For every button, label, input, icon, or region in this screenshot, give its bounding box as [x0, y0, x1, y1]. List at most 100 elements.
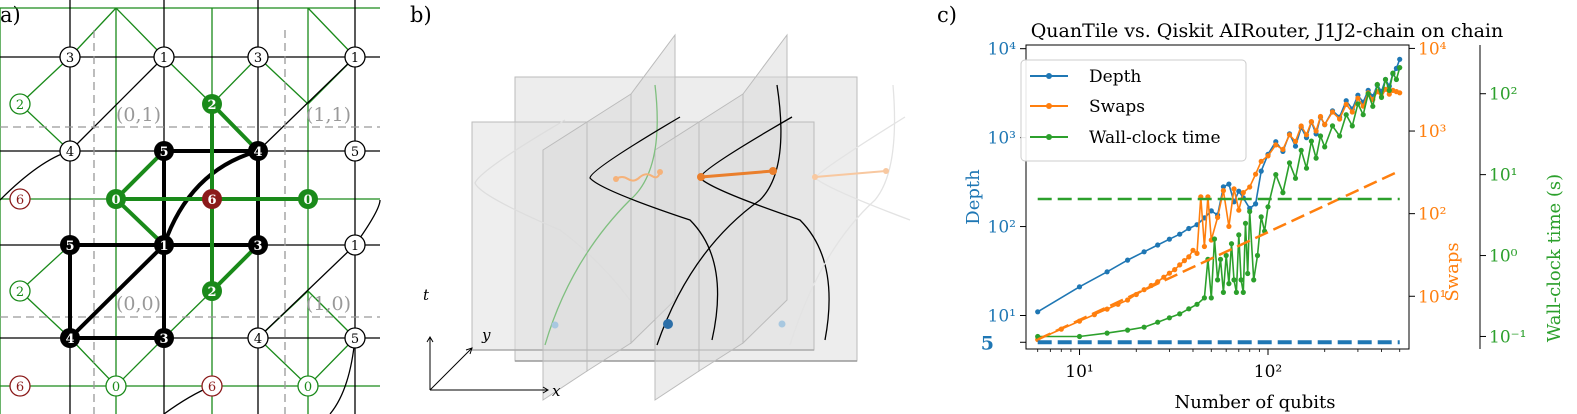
data-point: [1236, 207, 1242, 213]
data-point: [1220, 184, 1226, 190]
svg-text:0: 0: [112, 380, 120, 395]
svg-text:6: 6: [207, 193, 216, 208]
data-point: [1370, 103, 1376, 109]
data-point: [1397, 56, 1403, 62]
data-point: [1231, 277, 1237, 283]
axis-y-label: y: [481, 326, 491, 344]
data-point: [1201, 243, 1207, 250]
svg-text:2: 2: [207, 98, 216, 113]
data-point: [1365, 91, 1371, 97]
data-point: [1286, 160, 1293, 166]
node-white: 5: [344, 140, 366, 162]
data-point: [1253, 201, 1259, 207]
data-point: [1390, 70, 1396, 76]
data-point: [1186, 225, 1192, 232]
node-white: 1: [344, 46, 366, 68]
data-point: [1317, 133, 1324, 139]
svg-text:1: 1: [159, 239, 168, 254]
data-point: [1215, 277, 1221, 283]
data-point: [1313, 155, 1319, 161]
svg-text:6: 6: [16, 380, 24, 395]
data-point: [1076, 333, 1083, 340]
panel-b-label: b): [410, 3, 432, 27]
swaps-tick-label: 10⁴: [1418, 39, 1447, 59]
data-point: [1217, 256, 1224, 262]
data-point: [1292, 175, 1299, 181]
data-point: [1233, 289, 1239, 295]
node-red-hollow: 6: [201, 375, 223, 397]
data-point: [1292, 138, 1299, 144]
data-point: [1253, 171, 1259, 177]
data-point: [1035, 309, 1041, 315]
data-point: [1397, 65, 1403, 71]
svg-text:1: 1: [160, 51, 168, 66]
data-point: [1236, 188, 1242, 194]
data-point: [1155, 242, 1161, 248]
node-black: 4: [60, 328, 80, 348]
node-black: 5: [60, 235, 80, 255]
node-green: 0: [106, 189, 126, 209]
data-point: [1337, 116, 1343, 122]
svg-text:6: 6: [16, 193, 24, 208]
node-green-hollow: 0: [105, 375, 127, 397]
node-white: 1: [344, 234, 366, 256]
data-point: [1292, 143, 1299, 149]
svg-text:2: 2: [207, 285, 216, 300]
data-point: [1280, 146, 1286, 152]
data-point: [1161, 274, 1167, 280]
panel-a-nodes: 5 4 1 5 3 4 3 3 1 3 1 4 5 1 4 5 0 2 0 2 …: [9, 46, 366, 397]
data-point: [1141, 249, 1147, 255]
depth-tick-label: 10⁴: [988, 40, 1017, 60]
node-black: 1: [154, 235, 174, 255]
data-point: [1254, 252, 1261, 259]
svg-text:3: 3: [159, 332, 168, 347]
data-point: [1181, 258, 1187, 264]
depth-extra-tick-label: 5: [981, 332, 994, 354]
data-point: [1226, 223, 1232, 229]
svg-text:5: 5: [65, 239, 74, 254]
data-point: [1186, 254, 1192, 260]
data-point: [1104, 330, 1110, 336]
data-point: [1258, 158, 1264, 164]
cell-label-1-1: (1,1): [306, 104, 351, 126]
node-white: 4: [59, 140, 81, 162]
series-wallclock: [1035, 65, 1403, 340]
data-point: [1231, 186, 1237, 192]
svg-text:0: 0: [111, 193, 120, 208]
node-green: 2: [202, 281, 222, 301]
node-green: 0: [298, 189, 318, 209]
node-green-hollow: 0: [297, 375, 319, 397]
data-point: [1104, 269, 1110, 275]
svg-text:4: 4: [254, 332, 262, 347]
svg-text:3: 3: [253, 239, 262, 254]
data-point: [1186, 306, 1192, 312]
node-green-hollow: 2: [9, 93, 31, 115]
data-point: [1220, 188, 1226, 194]
panel-b-illustration: [426, 33, 911, 401]
x-tick-label: 10¹: [1065, 362, 1093, 382]
cell-label-0-1: (0,1): [116, 104, 161, 126]
data-point: [1273, 142, 1279, 148]
data-point: [1397, 90, 1403, 96]
data-point: [1313, 128, 1319, 134]
data-point: [1280, 190, 1286, 196]
data-point: [1177, 311, 1183, 317]
svg-text:4: 4: [65, 332, 74, 347]
data-point: [1247, 208, 1253, 215]
wallclock-tick-label: 10²: [1489, 85, 1517, 105]
data-point: [1386, 91, 1392, 97]
data-point: [1303, 165, 1310, 171]
svg-text:0: 0: [304, 380, 312, 395]
data-point: [1228, 241, 1235, 247]
data-point: [1308, 138, 1314, 144]
axis-t-label: t: [423, 286, 430, 304]
svg-text:2: 2: [16, 98, 24, 113]
data-point: [1393, 76, 1399, 83]
data-point: [1258, 214, 1264, 220]
data-point: [1190, 247, 1196, 253]
node-red-hollow: 6: [9, 188, 31, 210]
data-point: [1303, 132, 1310, 138]
data-point: [1166, 315, 1172, 321]
data-point: [1125, 257, 1131, 263]
node-white: 3: [247, 46, 269, 68]
